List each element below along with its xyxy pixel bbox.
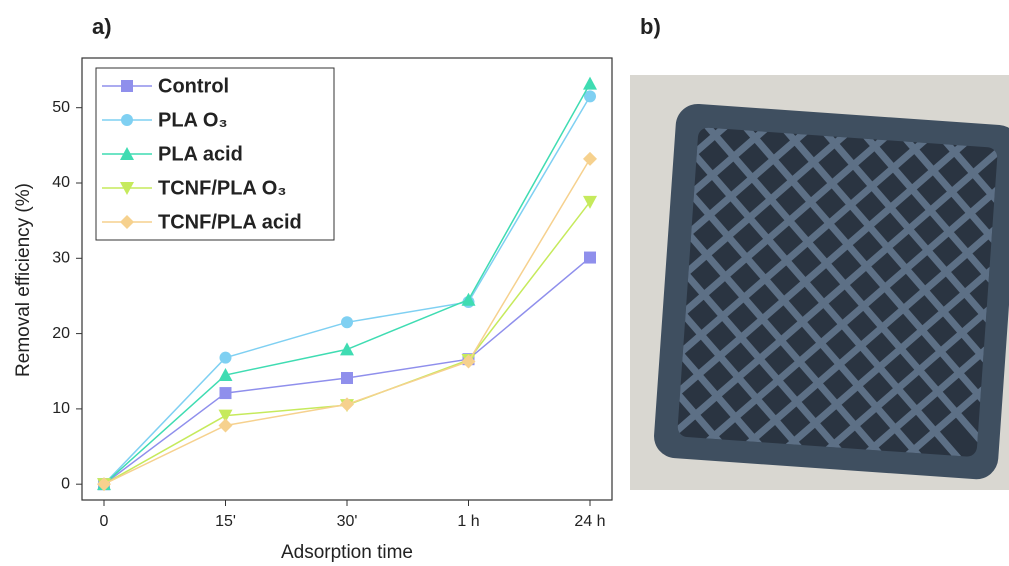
- y-tick-label: 10: [52, 400, 70, 417]
- y-tick-label: 50: [52, 99, 70, 116]
- panel-label: a): [92, 14, 112, 39]
- data-point: [219, 351, 232, 364]
- data-point: [461, 292, 476, 306]
- panel-label: b): [640, 14, 661, 39]
- legend-marker: [120, 182, 134, 195]
- data-point: [219, 387, 232, 400]
- y-tick-label: 20: [52, 325, 70, 342]
- x-tick-label: 15': [215, 513, 236, 530]
- x-axis-label: Adsorption time: [281, 542, 413, 563]
- data-point: [583, 195, 597, 209]
- data-point: [341, 372, 353, 385]
- photo: [630, 75, 1009, 490]
- data-point: [340, 397, 354, 412]
- y-axis-label: Removal efficiency (%): [13, 183, 34, 377]
- x-tick-label: 0: [100, 513, 109, 530]
- data-point: [584, 251, 596, 264]
- data-point: [97, 477, 111, 492]
- legend-label: Control: [158, 75, 229, 97]
- data-point: [583, 151, 597, 166]
- legend-marker: [121, 114, 133, 126]
- data-point: [340, 342, 354, 356]
- data-point: [461, 354, 476, 369]
- series-line: [103, 256, 591, 485]
- x-tick-label: 30': [337, 513, 358, 530]
- data-point: [583, 76, 597, 90]
- data-point: [584, 90, 596, 103]
- legend-label: TCNF/PLA O₃: [158, 177, 287, 199]
- data-point: [218, 409, 233, 423]
- data-point: [218, 418, 233, 433]
- legend-marker: [120, 147, 134, 160]
- y-tick-label: 0: [61, 475, 70, 492]
- legend-label: PLA O₃: [158, 109, 228, 131]
- data-point: [218, 368, 233, 382]
- legend-label: TCNF/PLA acid: [158, 211, 302, 233]
- x-tick-label: 24 h: [574, 513, 605, 530]
- legend-marker: [121, 80, 133, 92]
- data-point: [341, 316, 353, 329]
- y-tick-label: 40: [52, 174, 70, 191]
- legend-label: PLA acid: [158, 143, 243, 165]
- legend-marker: [120, 215, 134, 229]
- y-tick-label: 30: [52, 250, 70, 267]
- x-tick-label: 1 h: [457, 513, 479, 530]
